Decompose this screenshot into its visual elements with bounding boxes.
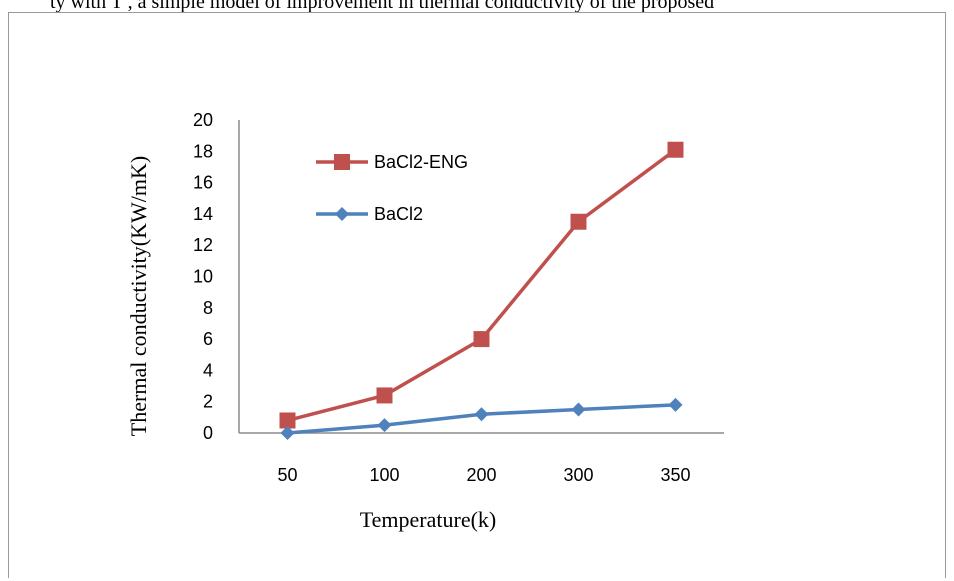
x-axis-title: Temperature(k) bbox=[360, 507, 497, 532]
y-tick-label: 18 bbox=[193, 141, 213, 161]
x-tick-label: 300 bbox=[563, 465, 593, 485]
y-tick-labels: 0 2 4 6 8 10 12 14 16 18 20 bbox=[193, 110, 213, 443]
data-point bbox=[668, 142, 684, 158]
y-tick-label: 20 bbox=[193, 110, 213, 130]
series-line bbox=[288, 150, 676, 421]
x-tick-label: 200 bbox=[466, 465, 496, 485]
x-tick-label: 100 bbox=[369, 465, 399, 485]
y-tick-label: 6 bbox=[203, 329, 213, 349]
data-point bbox=[475, 407, 489, 421]
data-point bbox=[378, 418, 392, 432]
legend-item: BaCl2-ENG bbox=[316, 152, 468, 172]
legend-item: BaCl2 bbox=[316, 204, 423, 224]
y-tick-label: 16 bbox=[193, 173, 213, 193]
legend-label: BaCl2-ENG bbox=[374, 152, 468, 172]
x-tick-labels: 50 100 200 300 350 bbox=[277, 465, 690, 485]
data-point bbox=[377, 387, 393, 403]
legend: BaCl2-ENG BaCl2 bbox=[316, 152, 468, 224]
y-axis-title: Thermal conductivity(KW/mK) bbox=[126, 156, 151, 436]
legend-marker bbox=[335, 207, 349, 221]
y-tick-label: 10 bbox=[193, 267, 213, 287]
y-tick-label: 0 bbox=[203, 423, 213, 443]
series-layer bbox=[280, 142, 684, 440]
y-tick-label: 14 bbox=[193, 204, 213, 224]
data-point bbox=[669, 398, 683, 412]
series-bacl2-eng bbox=[280, 142, 684, 429]
y-tick-label: 12 bbox=[193, 235, 213, 255]
y-tick-label: 8 bbox=[203, 298, 213, 318]
y-tick-label: 2 bbox=[203, 392, 213, 412]
data-point bbox=[572, 403, 586, 417]
data-point bbox=[571, 214, 587, 230]
x-tick-label: 50 bbox=[277, 465, 297, 485]
data-point bbox=[474, 331, 490, 347]
x-tick-label: 350 bbox=[660, 465, 690, 485]
y-tick-label: 4 bbox=[203, 360, 213, 380]
legend-marker bbox=[334, 154, 350, 170]
legend-label: BaCl2 bbox=[374, 204, 423, 224]
